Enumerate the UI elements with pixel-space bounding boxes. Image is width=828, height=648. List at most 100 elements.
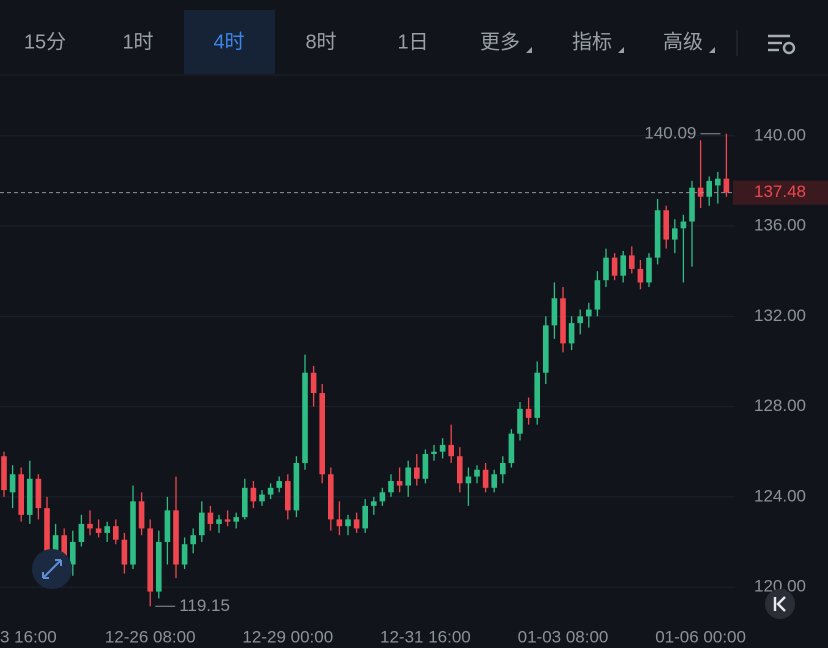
candle-body [534, 372, 540, 418]
y-tick-label: 120.00 [754, 577, 806, 596]
candle-body [9, 474, 16, 493]
y-tick-label: 128.00 [754, 396, 806, 415]
candle-body [654, 210, 661, 258]
expand-button[interactable] [32, 549, 72, 589]
high-label: 140.09 [644, 123, 696, 142]
candle-body [156, 541, 162, 592]
candle-body [181, 544, 188, 565]
candle-body [104, 526, 110, 533]
tab[interactable]: 1时 [122, 30, 153, 53]
dropdown-caret [709, 47, 715, 53]
candle-body [474, 469, 480, 477]
candle-body [543, 325, 549, 373]
candle-body [164, 510, 171, 542]
candle-body [199, 512, 205, 536]
candle-body [353, 519, 360, 529]
candle-body [577, 316, 583, 324]
candle-body [319, 393, 325, 475]
x-tick-label: 01-03 08:00 [518, 627, 609, 646]
candle-body [27, 478, 33, 515]
tab[interactable]: 4时 [213, 30, 244, 53]
tab[interactable]: 高级 [663, 30, 703, 53]
candle-body [491, 474, 497, 488]
plot-area: 120.00 124.00 128.00 132.00 136.00 140.00 3 16… [0, 123, 828, 646]
candle-body [723, 178, 730, 193]
candle-body [113, 526, 119, 540]
candle-body [233, 517, 239, 522]
tab[interactable]: 更多 [480, 30, 520, 53]
candle-body [285, 481, 291, 511]
x-tick-label: 12-29 00:00 [242, 627, 333, 646]
candle-body [500, 462, 506, 475]
y-tick-label: 124.00 [754, 486, 806, 505]
candle-body [302, 372, 308, 463]
candle-body [121, 539, 128, 565]
tab[interactable]: 8时 [305, 30, 336, 53]
candle-body [517, 408, 523, 434]
x-tick-label: 12-31 16:00 [380, 627, 471, 646]
candle-body [637, 268, 644, 283]
candle-body [293, 462, 300, 511]
candle-body [611, 257, 618, 276]
candle-body [560, 298, 566, 344]
candle-body [448, 444, 454, 457]
candle-body [190, 535, 196, 545]
candle-body [362, 505, 368, 529]
candle-body [87, 523, 93, 529]
candle-body [224, 519, 231, 522]
candle-body [620, 255, 626, 276]
dropdown-caret [526, 47, 532, 53]
candle-body [242, 487, 248, 518]
candle-body [18, 474, 24, 515]
candle-body [405, 467, 411, 486]
candle-body [551, 298, 558, 326]
candle-body [35, 478, 42, 509]
y-tick-label: 132.00 [754, 306, 806, 325]
candle-body [1, 456, 7, 491]
candle-body [672, 228, 678, 240]
candle-body [147, 528, 153, 592]
x-tick-label: 01-06 00:00 [655, 627, 746, 646]
candle-body [130, 501, 136, 565]
candle-body [345, 519, 351, 527]
candle-body [173, 510, 179, 565]
candle-body [603, 257, 609, 281]
candle-body [568, 323, 575, 344]
candle-body [508, 433, 515, 463]
candle-body [680, 221, 687, 229]
candle-body [44, 508, 50, 554]
candle-body [594, 280, 601, 310]
y-tick-label: 140.00 [754, 125, 806, 144]
candle-body [138, 501, 145, 529]
candle-body [715, 178, 721, 186]
scroll-latest-button[interactable] [765, 589, 795, 619]
candle-body [388, 481, 394, 493]
toolbar: 15分 1时 4时 8时 1日 更多 指标 高级 [24, 10, 715, 74]
dropdown-caret [618, 47, 624, 53]
candle-body [586, 309, 592, 317]
candle-body [414, 467, 420, 479]
candle-body [525, 408, 532, 418]
candle-body [78, 523, 85, 542]
candle-body [457, 456, 463, 484]
candle-body [52, 535, 59, 554]
settings-icon[interactable] [768, 34, 796, 55]
candle-body [61, 535, 67, 565]
candle-body [439, 444, 446, 452]
tab[interactable]: 指标 [572, 30, 612, 53]
candle-body [396, 481, 403, 486]
tab[interactable]: 1日 [397, 31, 428, 53]
last-price-tag [733, 180, 828, 205]
tab[interactable]: 15分 [24, 30, 66, 53]
last-price-label: 137.48 [754, 182, 806, 201]
candle-body [250, 487, 257, 502]
candle-body [379, 492, 386, 502]
candle-body [276, 481, 282, 488]
candle-body [310, 372, 317, 394]
candle-body [70, 541, 76, 565]
candle-body [482, 469, 489, 488]
candle-body [336, 519, 343, 527]
